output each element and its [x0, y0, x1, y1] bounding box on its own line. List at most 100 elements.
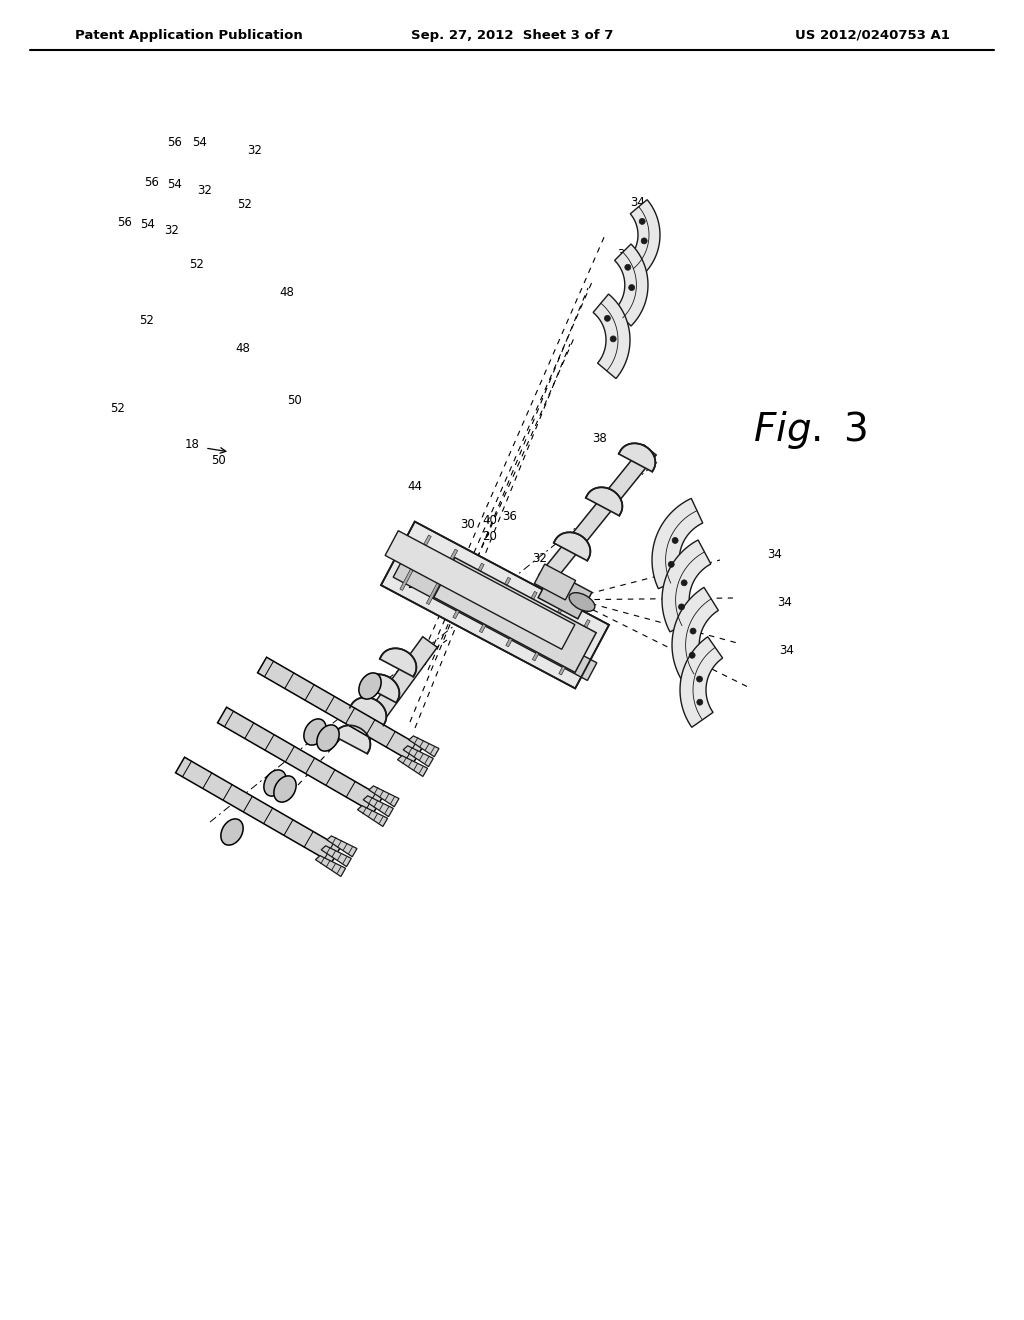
- Polygon shape: [672, 587, 719, 681]
- Polygon shape: [426, 549, 458, 605]
- Text: 34: 34: [600, 304, 615, 317]
- Text: 52: 52: [111, 401, 125, 414]
- Circle shape: [681, 579, 687, 586]
- Polygon shape: [175, 758, 340, 863]
- Circle shape: [696, 676, 702, 682]
- Text: 18: 18: [184, 438, 200, 451]
- Text: 26: 26: [555, 583, 569, 597]
- Text: Patent Application Publication: Patent Application Publication: [75, 29, 303, 41]
- Text: Sep. 27, 2012  Sheet 3 of 7: Sep. 27, 2012 Sheet 3 of 7: [411, 29, 613, 41]
- Polygon shape: [334, 725, 371, 754]
- Text: 56: 56: [144, 176, 160, 189]
- Circle shape: [610, 335, 616, 342]
- Text: 54: 54: [193, 136, 208, 149]
- Text: 52: 52: [189, 259, 205, 272]
- Circle shape: [641, 238, 647, 244]
- Ellipse shape: [304, 719, 326, 744]
- Text: 54: 54: [168, 178, 182, 191]
- Polygon shape: [539, 445, 656, 585]
- Polygon shape: [614, 244, 648, 326]
- Text: 34: 34: [768, 549, 782, 561]
- Polygon shape: [409, 737, 439, 756]
- Polygon shape: [327, 836, 357, 857]
- Circle shape: [625, 264, 631, 271]
- Polygon shape: [434, 557, 596, 672]
- Text: 44: 44: [408, 480, 423, 494]
- Text: 34: 34: [777, 595, 793, 609]
- Text: 34: 34: [631, 195, 645, 209]
- Polygon shape: [397, 755, 428, 776]
- Text: 54: 54: [140, 219, 156, 231]
- Text: 40: 40: [482, 515, 498, 528]
- Polygon shape: [532, 606, 563, 661]
- Circle shape: [696, 700, 702, 705]
- Polygon shape: [479, 577, 511, 632]
- Text: 48: 48: [236, 342, 251, 355]
- Text: 28: 28: [408, 578, 423, 590]
- Polygon shape: [258, 657, 423, 763]
- Polygon shape: [559, 619, 590, 675]
- Polygon shape: [618, 444, 655, 471]
- Text: 20: 20: [482, 531, 498, 544]
- Text: 50: 50: [211, 454, 225, 466]
- Polygon shape: [680, 636, 723, 727]
- Polygon shape: [453, 564, 484, 619]
- Text: 30: 30: [461, 517, 475, 531]
- Polygon shape: [322, 846, 351, 867]
- Circle shape: [669, 561, 674, 568]
- Polygon shape: [357, 805, 388, 826]
- Text: 32: 32: [165, 223, 179, 236]
- Polygon shape: [652, 499, 702, 589]
- Text: 52: 52: [238, 198, 253, 211]
- Text: 32: 32: [198, 183, 212, 197]
- Polygon shape: [662, 540, 711, 632]
- Text: 38: 38: [593, 432, 607, 445]
- Text: 32: 32: [532, 552, 548, 565]
- Text: $\mathit{Fig.\ 3}$: $\mathit{Fig.\ 3}$: [753, 409, 867, 451]
- Polygon shape: [385, 531, 574, 649]
- Polygon shape: [381, 521, 609, 689]
- Circle shape: [672, 537, 678, 544]
- Ellipse shape: [316, 725, 339, 751]
- Ellipse shape: [273, 776, 296, 803]
- Polygon shape: [380, 648, 417, 677]
- Polygon shape: [535, 564, 575, 599]
- Text: 42: 42: [541, 572, 555, 585]
- Circle shape: [639, 218, 645, 224]
- Circle shape: [689, 652, 695, 659]
- Polygon shape: [627, 199, 660, 277]
- Text: 32: 32: [248, 144, 262, 157]
- Polygon shape: [393, 560, 597, 681]
- Text: 34: 34: [779, 644, 795, 656]
- Polygon shape: [364, 796, 393, 817]
- Text: 34: 34: [617, 248, 633, 261]
- Ellipse shape: [358, 673, 381, 700]
- Polygon shape: [369, 785, 399, 807]
- Polygon shape: [403, 746, 433, 767]
- Text: US 2012/0240753 A1: US 2012/0240753 A1: [795, 29, 950, 41]
- Text: 56: 56: [168, 136, 182, 149]
- Polygon shape: [554, 532, 591, 561]
- Circle shape: [690, 628, 696, 634]
- Circle shape: [679, 605, 684, 610]
- Polygon shape: [399, 535, 431, 590]
- Text: 50: 50: [288, 393, 302, 407]
- Circle shape: [604, 315, 610, 321]
- Text: 56: 56: [118, 215, 132, 228]
- Polygon shape: [315, 855, 346, 876]
- Polygon shape: [362, 675, 399, 702]
- Polygon shape: [538, 572, 592, 619]
- Ellipse shape: [569, 593, 595, 611]
- Polygon shape: [350, 697, 386, 726]
- Polygon shape: [586, 487, 623, 516]
- Polygon shape: [348, 636, 437, 750]
- Polygon shape: [506, 591, 538, 647]
- Ellipse shape: [264, 770, 286, 796]
- Text: 52: 52: [139, 314, 155, 326]
- Polygon shape: [593, 294, 630, 379]
- Text: 22: 22: [427, 556, 442, 569]
- Circle shape: [629, 285, 635, 290]
- Text: 48: 48: [280, 285, 295, 298]
- Ellipse shape: [221, 818, 243, 845]
- Polygon shape: [217, 708, 382, 813]
